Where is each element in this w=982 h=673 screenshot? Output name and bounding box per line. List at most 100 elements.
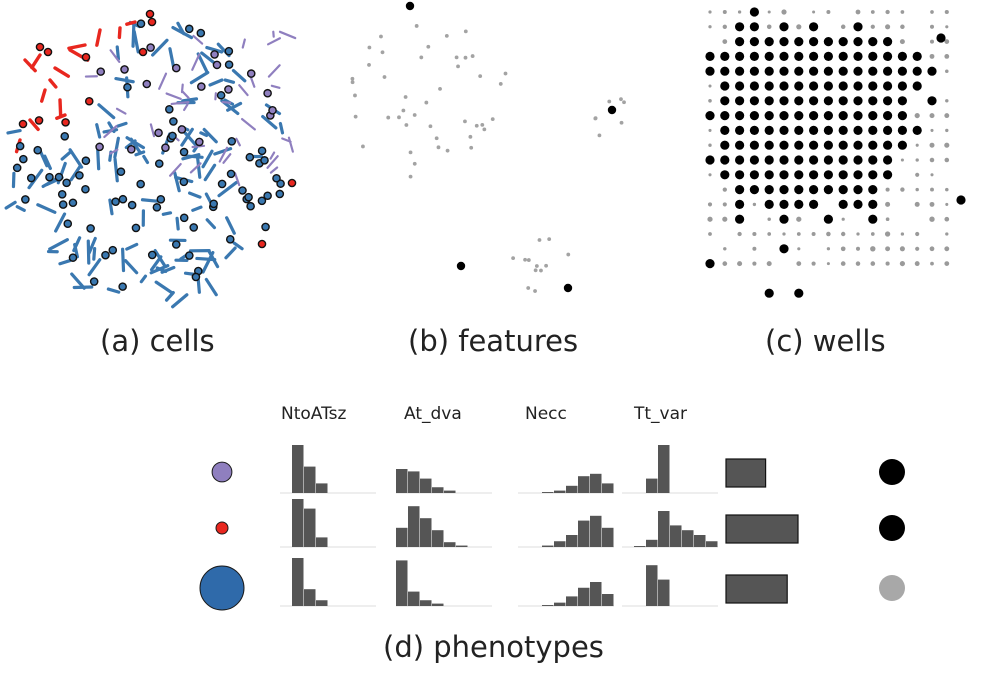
well-large [897, 125, 908, 135]
cell-trace-blue [72, 236, 82, 253]
well-small [841, 231, 846, 237]
well-small [796, 216, 802, 222]
cell-highlight [62, 178, 71, 188]
histogram-bar [634, 546, 646, 547]
cell-highlight [165, 105, 174, 114]
cell-trace-purple [189, 162, 202, 174]
well-large [838, 199, 848, 209]
cell-trace-red [125, 20, 137, 26]
histogram-bar [682, 530, 694, 547]
cell-trace-blue [15, 205, 26, 212]
cell-trace-blue [278, 121, 285, 135]
cell-highlight [246, 69, 256, 78]
well-small [708, 128, 712, 132]
well-small [945, 187, 949, 192]
cell-trace-blue [202, 127, 218, 144]
feature-point [566, 252, 571, 257]
cell-trace-purple [269, 151, 276, 160]
well-small [722, 202, 727, 207]
histogram-bar [304, 508, 316, 547]
cell-highlight [86, 224, 95, 233]
histogram-bar [566, 596, 578, 606]
feature-point [478, 74, 483, 79]
cell-trace-blue [224, 246, 237, 260]
well-large [853, 125, 863, 135]
cell-trace-purple [191, 144, 206, 149]
well-large [823, 125, 834, 135]
well-large [735, 22, 745, 32]
cell-highlight [81, 52, 91, 62]
well-small [885, 187, 890, 192]
well-large [883, 111, 893, 121]
well-small [752, 261, 757, 266]
well-small [826, 231, 831, 237]
well-large [794, 37, 804, 47]
well-large [838, 185, 848, 195]
cell-highlight [101, 250, 110, 260]
well-large [735, 125, 745, 135]
well-large [764, 125, 774, 135]
cell-highlight [136, 19, 146, 29]
well-large [735, 199, 745, 209]
histogram-bar [578, 476, 590, 493]
cell-highlight [12, 163, 22, 173]
well-small [722, 24, 727, 29]
well-large [853, 66, 863, 76]
cell-highlight [145, 9, 155, 19]
feature-point [361, 144, 365, 149]
feature-point [468, 134, 473, 139]
well-small [752, 231, 757, 237]
column-header-necc: Necc [525, 404, 567, 424]
histogram-bar [590, 515, 602, 547]
histogram-bar [578, 520, 590, 547]
cell-highlight [169, 117, 178, 126]
cell-trace-purple [158, 72, 168, 90]
cell-trace-blue [4, 200, 17, 210]
well-large [764, 140, 774, 150]
well-large [764, 185, 774, 195]
feature-point [412, 113, 417, 117]
cell-trace-purple [269, 166, 279, 174]
well-small [944, 142, 950, 148]
cell-highlight [136, 179, 145, 189]
cell-highlight [18, 119, 28, 129]
feature-point [445, 148, 450, 153]
well-large [897, 51, 908, 62]
well-large [720, 81, 730, 91]
well-large [897, 66, 908, 76]
well-large [749, 37, 760, 47]
well-large [749, 155, 760, 165]
cell-highlight [212, 60, 222, 70]
well-large [794, 96, 804, 106]
cell-trace-blue [142, 154, 150, 165]
well-small [723, 247, 727, 251]
well-large [735, 66, 745, 76]
cell-highlight [216, 90, 226, 100]
histogram-bar [542, 492, 554, 493]
well-large [809, 155, 819, 165]
cell-highlight [260, 156, 269, 165]
feature-point [386, 115, 391, 120]
cell-highlight [154, 128, 163, 138]
well-large [749, 22, 760, 32]
histogram-bar [432, 487, 444, 493]
cell-trace-blue [70, 272, 86, 290]
well-large [720, 170, 730, 180]
cell-highlight [15, 141, 25, 151]
well-large [853, 140, 863, 150]
cell-highlight [96, 67, 106, 76]
well-large [779, 37, 789, 47]
well-large [720, 140, 730, 150]
well-large [794, 111, 804, 121]
histogram-bar [554, 490, 566, 493]
cell-trace-blue [185, 154, 204, 159]
well-large [794, 81, 804, 91]
feature-point [454, 55, 459, 60]
well-large [868, 185, 878, 195]
well-small [929, 142, 935, 148]
cell-highlight [75, 171, 84, 180]
cell-highlight [35, 42, 45, 52]
cell-highlight [196, 28, 206, 38]
cell-highlight [224, 85, 233, 94]
well-large [883, 96, 893, 106]
